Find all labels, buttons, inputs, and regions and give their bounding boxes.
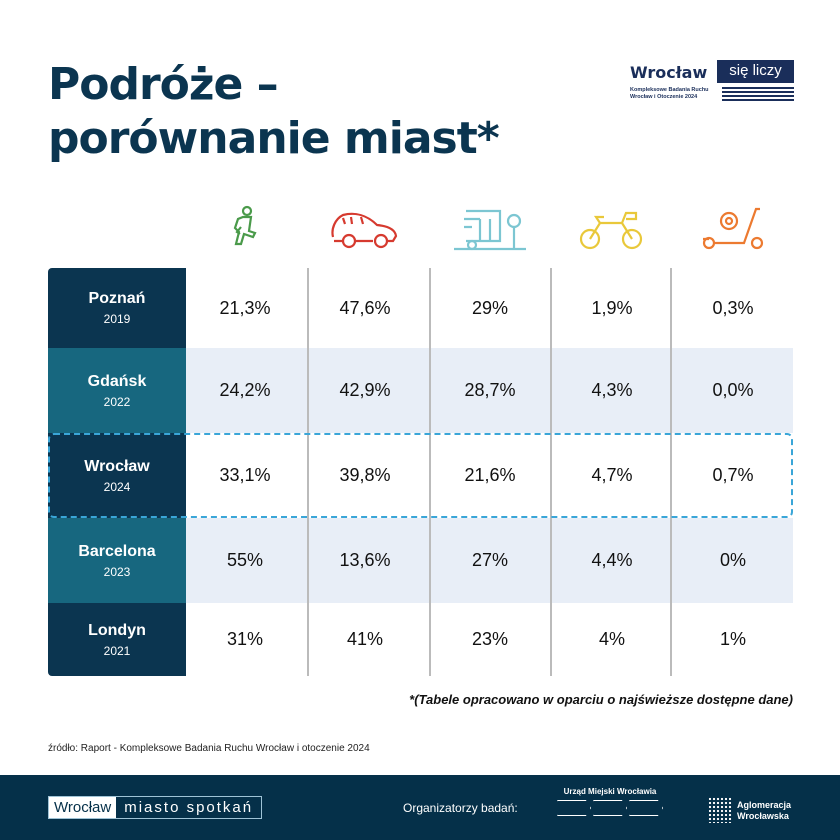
city-name: Londyn <box>88 621 146 639</box>
share-cell: 4,7% <box>591 465 633 485</box>
share-cell: 4,3% <box>591 380 633 400</box>
column-divider <box>429 268 431 676</box>
share-cell: 28,7% <box>464 380 516 400</box>
city-name: Barcelona <box>78 542 156 560</box>
source-text: źródło: Raport - Kompleksowe Badania Ruc… <box>48 743 370 754</box>
share-cell: 4% <box>598 629 625 649</box>
um-label: Urząd Miejski Wrocławia <box>563 787 657 796</box>
logo-subtitle: Kompleksowe Badania Ruchu Wrocław i Otoc… <box>630 87 709 100</box>
brand-a: Wrocław <box>49 797 117 818</box>
share-cell: 13,6% <box>339 550 391 570</box>
logo-lines <box>722 87 794 101</box>
ag-line2: Wrocławska <box>737 811 789 821</box>
column-divider <box>307 268 309 676</box>
public-transport-icon <box>450 205 530 255</box>
title-line-2: porównanie miast* <box>48 113 500 164</box>
share-cell: 29% <box>471 297 509 318</box>
aglomeracja-logo: Aglomeracja Wrocławska <box>737 800 791 822</box>
city-label: Poznań 2019 <box>48 268 186 348</box>
bicycle-icon <box>572 205 652 255</box>
share-cell: 31% <box>226 629 264 649</box>
share-cell: 0,0% <box>712 380 754 400</box>
ag-line1: Aglomeracja <box>737 800 792 810</box>
share-cell: 41% <box>346 629 384 649</box>
footer: Wrocław miasto spotkań Organizatorzy bada… <box>0 775 840 840</box>
city-name: Wrocław <box>84 457 150 475</box>
share-cell: 42,9% <box>339 380 391 400</box>
column-divider <box>550 268 552 676</box>
table-row: Wrocław 2024 33,1% 39,8% 21,6% 4,7% 0,7% <box>48 433 793 518</box>
logo-wroclaw: Wrocław <box>630 63 708 82</box>
city-label: Barcelona 2023 <box>48 518 186 603</box>
share-cell: 21,3% <box>219 297 271 318</box>
city-label: Londyn 2021 <box>48 603 186 676</box>
footnote: *(Tabele opracowano w oparciu o najśwież… <box>409 692 793 707</box>
share-cell: 55% <box>226 550 264 570</box>
brand-b: miasto spotkań <box>124 799 254 816</box>
share-cell: 0,3% <box>712 297 754 318</box>
walking-icon <box>205 205 285 255</box>
share-cell: 39,8% <box>339 465 391 485</box>
survey-year: 2023 <box>103 564 131 579</box>
wroclaw-brand-logo: Wrocław miasto spotkań <box>48 796 263 819</box>
highlight-wroclaw-row <box>48 433 793 518</box>
share-cell: 1% <box>719 629 746 649</box>
share-cell: 23% <box>471 629 509 649</box>
scooter-icon <box>693 205 773 255</box>
share-cell: 0% <box>719 550 746 570</box>
share-cell: 0,7% <box>712 465 754 485</box>
city-label: Wrocław 2024 <box>48 433 186 518</box>
survey-year: 2019 <box>103 312 131 326</box>
car-icon <box>325 205 405 255</box>
city-label: Gdańsk 2022 <box>48 348 186 433</box>
share-cell: 27% <box>471 550 509 570</box>
table-row: Barcelona 2023 55% 13,6% 27% 4,4% 0% <box>48 518 793 603</box>
share-cell: 4,4% <box>591 550 633 570</box>
city-name: Poznań <box>88 290 146 307</box>
organizers-label: Organizatorzy badań: <box>403 801 518 815</box>
share-cell: 47,6% <box>339 297 391 318</box>
um-wroclaw-logo: Urząd Miejski Wrocławia <box>555 787 665 816</box>
table-row: Londyn 2021 31% 41% 23% 4% 1% <box>48 603 793 676</box>
table-row: Poznań 2019 21,3% 47,6% 29% 1,9% 0,3% <box>48 268 793 348</box>
page-title: Podróże – porównanie miast* <box>48 58 500 166</box>
logo-sie-liczy: się liczy <box>717 60 794 83</box>
share-cell: 1,9% <box>591 297 633 318</box>
title-line-1: Podróże – <box>48 59 279 110</box>
share-cell: 24,2% <box>219 380 271 400</box>
mode-icons <box>186 205 793 255</box>
city-name: Gdańsk <box>87 372 147 390</box>
table-row: Gdańsk 2022 24,2% 42,9% 28,7% 4,3% 0,0% <box>48 348 793 433</box>
survey-year: 2024 <box>103 479 131 494</box>
aglomeracja-icon <box>708 797 732 823</box>
share-cell: 33,1% <box>219 465 271 485</box>
survey-year: 2021 <box>103 643 131 658</box>
column-divider <box>670 268 672 676</box>
survey-year: 2022 <box>103 394 131 409</box>
share-cell: 21,6% <box>464 465 516 485</box>
